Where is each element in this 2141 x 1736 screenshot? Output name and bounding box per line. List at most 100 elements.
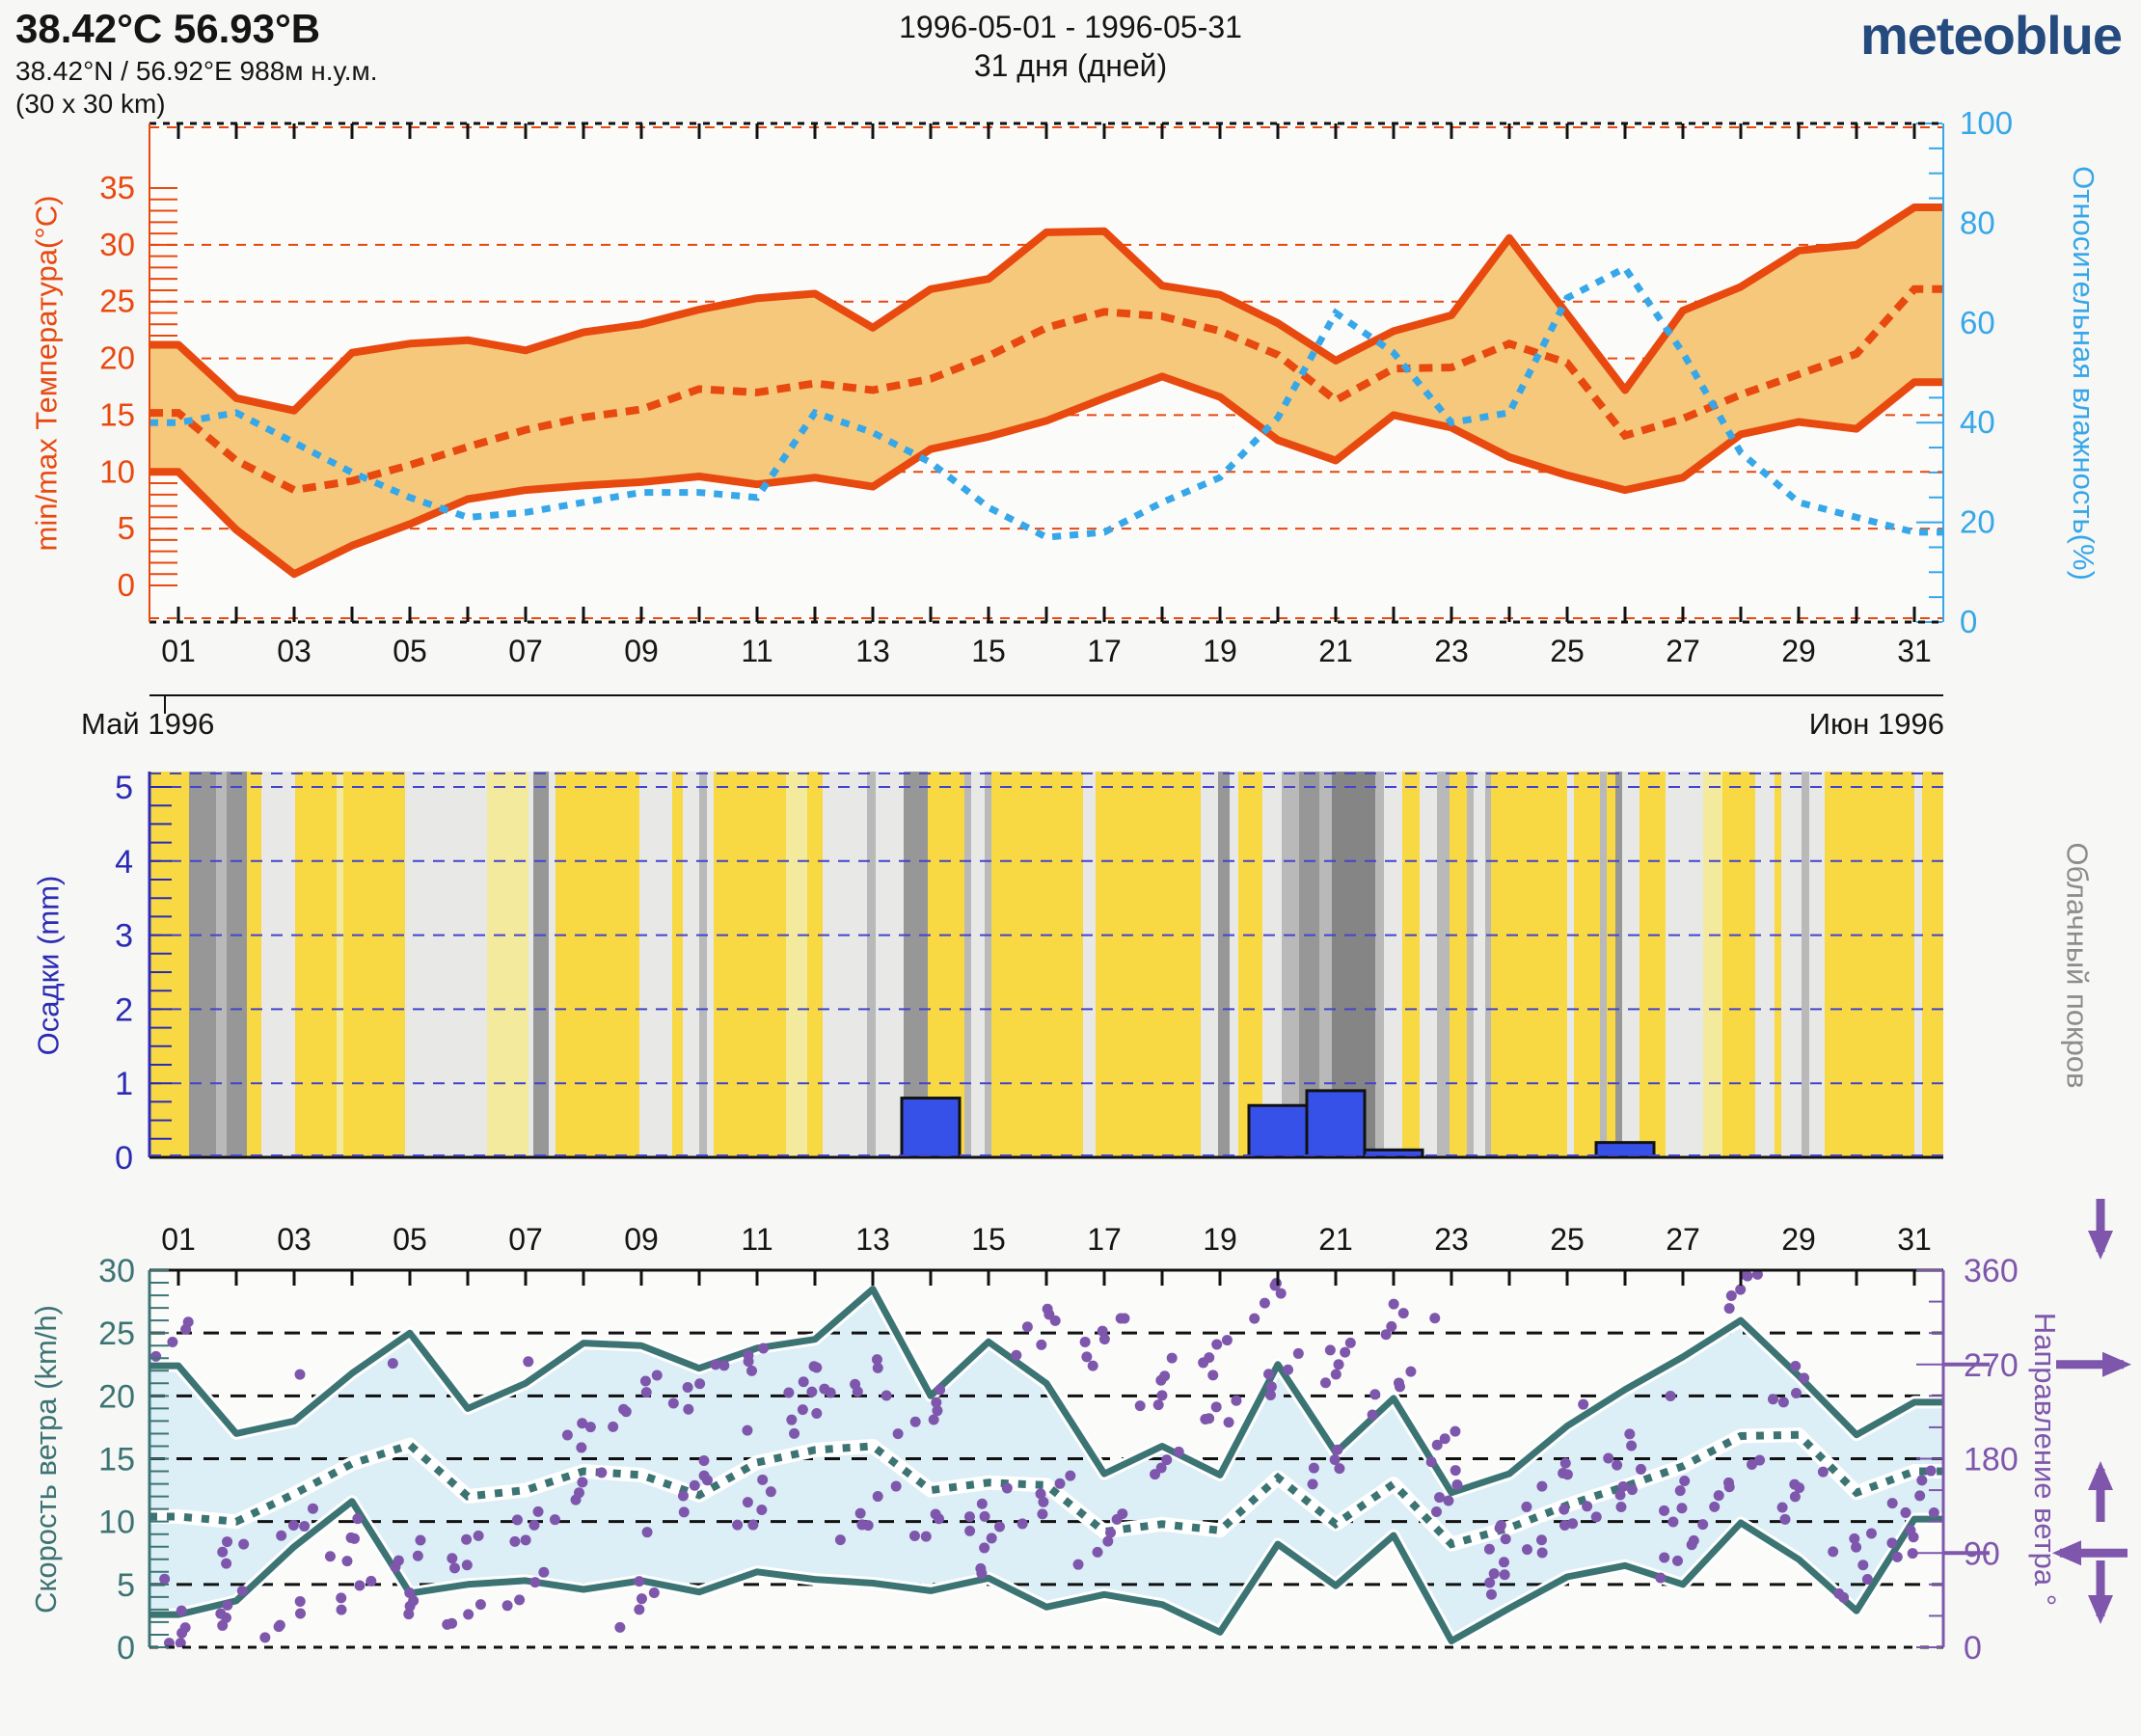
wind-tick-label: 10 xyxy=(98,1505,135,1541)
cloud-cover-stripe xyxy=(149,772,189,1157)
cloud-cover-stripe xyxy=(1375,772,1384,1157)
cloud-cover-stripe xyxy=(1485,772,1491,1157)
tmean-dashed-line xyxy=(149,285,1943,495)
cloud-cover-stripe xyxy=(1914,772,1922,1157)
cloud-cover-stripe xyxy=(487,772,528,1157)
day-label-top-chart: 15 xyxy=(971,634,1006,668)
cloud-cover-stripe xyxy=(227,772,247,1157)
day-label-bottom-chart: 29 xyxy=(1781,1222,1816,1257)
cloud-cover-stripe xyxy=(1491,772,1567,1157)
cloud-cover-stripe xyxy=(1775,772,1781,1157)
day-label-bottom-chart: 17 xyxy=(1087,1222,1122,1257)
month-label-start: Май 1996 xyxy=(81,707,215,741)
cloud-cover-stripe xyxy=(683,772,699,1157)
cloud-cover-stripe xyxy=(247,772,261,1157)
cloud-cover-stripe xyxy=(1420,772,1437,1157)
cloud-cover-stripe xyxy=(639,772,672,1157)
cloud-cover-stripe xyxy=(1567,772,1574,1157)
humidity-dotted-line xyxy=(149,263,1943,541)
cloud-cover-stripe xyxy=(1755,772,1775,1157)
cloud-cover-stripe xyxy=(1474,772,1485,1157)
day-label-bottom-chart: 13 xyxy=(855,1222,890,1257)
day-label-bottom-chart: 01 xyxy=(161,1222,196,1257)
cloud-cover-stripe xyxy=(964,772,971,1157)
precip-tick-label: 3 xyxy=(115,918,133,955)
day-label-bottom-chart: 05 xyxy=(393,1222,427,1257)
precip-tick-label: 0 xyxy=(115,1140,133,1177)
precipitation-bar xyxy=(900,1097,962,1159)
cloud-cover-stripe xyxy=(1201,772,1218,1157)
day-label-top-chart: 09 xyxy=(624,634,659,668)
temp-tick-label: 35 xyxy=(99,170,135,205)
day-label-top-chart: 17 xyxy=(1087,634,1122,668)
page-title: 38.42°C 56.93°B xyxy=(15,6,321,51)
direction-tick-label: 90 xyxy=(1964,1535,2000,1572)
cloud-cover-stripe xyxy=(1703,772,1722,1157)
precipitation-bar xyxy=(1305,1089,1367,1159)
day-label-top-chart: 23 xyxy=(1434,634,1469,668)
cloud-cover-stripe xyxy=(1802,772,1809,1157)
wind-tick-label: 5 xyxy=(117,1567,135,1604)
direction-tick-label: 180 xyxy=(1964,1442,2019,1478)
cloud-cover-stripe xyxy=(1722,772,1755,1157)
temp-tick-label: 0 xyxy=(118,567,135,603)
precip-tick-label: 2 xyxy=(115,991,133,1028)
cloud-cover-stripe xyxy=(672,772,683,1157)
cloud-cover-stripe xyxy=(1402,772,1420,1157)
day-label-bottom-chart: 15 xyxy=(971,1222,1006,1257)
cloud-cover-stripe xyxy=(1615,772,1622,1157)
cloud-cover-stripe xyxy=(189,772,216,1157)
day-label-top-chart: 03 xyxy=(277,634,312,668)
cloud-cover-stripe xyxy=(707,772,714,1157)
precipitation-cloud-chart: 0 1 2 3 4 5 xyxy=(115,770,1943,1177)
day-label-bottom-chart: 23 xyxy=(1434,1222,1469,1257)
day-label-bottom-chart: 09 xyxy=(624,1222,659,1257)
cloud-cover-stripe xyxy=(904,772,928,1157)
day-label-top-chart: 11 xyxy=(741,634,772,668)
day-label-top-chart: 07 xyxy=(508,634,543,668)
tmax-line xyxy=(149,203,1943,415)
cloud-cover-stripe xyxy=(1640,772,1666,1157)
day-label-top-chart: 13 xyxy=(855,634,890,668)
day-label-top-chart: 05 xyxy=(393,634,427,668)
cloud-cover-stripe xyxy=(405,772,487,1157)
meteoblue-logo[interactable]: meteoblue xyxy=(1859,5,2123,66)
precip-tick-label: 4 xyxy=(115,844,133,881)
tmin-line xyxy=(149,372,1943,579)
day-count-label: 31 дня (дней) xyxy=(973,48,1168,83)
cloud-cover-stripe xyxy=(533,772,549,1157)
day-label-top-chart: 27 xyxy=(1666,634,1700,668)
day-label-bottom-chart: 19 xyxy=(1203,1222,1237,1257)
cloud-cover-stripe xyxy=(1600,772,1607,1157)
humidity-tick-label: 100 xyxy=(1960,105,2013,141)
cloud-cover-stripe xyxy=(1238,772,1262,1157)
wind-tick-label: 0 xyxy=(117,1630,135,1667)
cloud-cover-stripe xyxy=(261,772,295,1157)
cloud-cover-stripe xyxy=(699,772,707,1157)
wind-minmax-band xyxy=(149,1288,1943,1641)
humidity-tick-label: 60 xyxy=(1960,305,1995,340)
cloud-cover-stripe xyxy=(1781,772,1802,1157)
cloud-cover-stripe xyxy=(786,772,807,1157)
cloud-cover-stripe xyxy=(1282,772,1299,1157)
cloud-cover-stripe xyxy=(928,772,964,1157)
precip-tick-label: 1 xyxy=(115,1066,133,1102)
day-label-bottom-chart: 27 xyxy=(1666,1222,1700,1257)
cloud-cover-stripe xyxy=(876,772,904,1157)
cloud-cover-stripe xyxy=(1622,772,1640,1157)
precipitation-bar xyxy=(1247,1103,1309,1159)
cloud-cover-stripe xyxy=(1083,772,1096,1157)
cloud-cover-stripe xyxy=(556,772,639,1157)
cloud-cover-stripe xyxy=(1666,772,1703,1157)
humidity-tick-label: 0 xyxy=(1960,604,1977,639)
cloud-cover-stripe xyxy=(549,772,556,1157)
cloud-cover-stripe xyxy=(343,772,405,1157)
temp-tick-label: 20 xyxy=(99,340,135,376)
cloud-cover-stripe xyxy=(1574,772,1600,1157)
day-label-top-chart: 25 xyxy=(1550,634,1585,668)
month-label-end: Июн 1996 xyxy=(1808,707,1944,741)
cloud-cover-stripe xyxy=(1384,772,1402,1157)
cloud-cover-stripe xyxy=(1218,772,1230,1157)
